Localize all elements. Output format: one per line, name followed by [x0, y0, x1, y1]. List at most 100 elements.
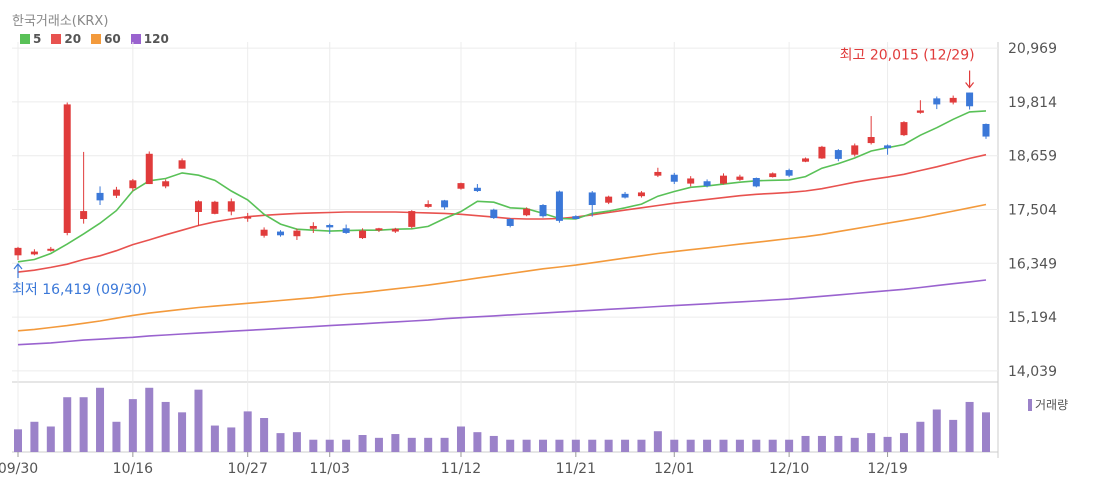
- volume-bar: [703, 439, 712, 452]
- volume-bar: [260, 418, 269, 452]
- volume-bar: [949, 419, 958, 452]
- volume-bar: [621, 439, 630, 452]
- candle-body: [736, 176, 744, 180]
- legend-item-ma60: 60: [91, 32, 121, 46]
- candle-body: [834, 150, 842, 159]
- x-tick-label: 12/10: [769, 461, 809, 477]
- candle-body: [933, 98, 941, 105]
- candle-body: [555, 191, 563, 221]
- volume-bar: [194, 389, 203, 452]
- candle-body: [637, 192, 645, 197]
- y-tick-label: 16,349: [1008, 256, 1057, 272]
- candle-body: [457, 183, 465, 189]
- candle-body: [654, 171, 662, 176]
- candle-body: [96, 192, 104, 201]
- volume-bar: [79, 397, 88, 452]
- candle-body: [408, 211, 416, 227]
- candle-body: [949, 97, 957, 103]
- volume-bar: [374, 437, 383, 452]
- candle-body: [14, 247, 22, 256]
- volume-bar: [588, 439, 597, 452]
- candle-body: [966, 92, 974, 107]
- volume-legend-swatch: [1028, 398, 1032, 411]
- candle-body: [424, 204, 432, 207]
- volume-bar: [965, 401, 974, 452]
- y-tick-label: 14,039: [1008, 364, 1057, 380]
- volume-bar: [243, 411, 252, 452]
- candle-body: [851, 145, 859, 155]
- volume-bar: [539, 439, 548, 452]
- y-tick-label: 20,969: [1008, 41, 1057, 57]
- x-tick-label: 10/27: [228, 461, 268, 477]
- ma60-line: [17, 203, 987, 332]
- candle-body: [309, 225, 317, 229]
- candle-body: [752, 178, 760, 187]
- candle-body: [277, 231, 285, 236]
- candle-body: [539, 205, 547, 217]
- volume-bar: [768, 439, 777, 452]
- high-arrow-head: [965, 82, 975, 89]
- candle-body: [441, 200, 449, 208]
- volume-bar: [210, 425, 219, 452]
- candle-body: [867, 137, 875, 144]
- volume-bar: [440, 437, 449, 452]
- volume-bar: [834, 435, 843, 452]
- volume-bar: [637, 439, 646, 452]
- candle-body: [162, 181, 170, 187]
- candle-body: [982, 123, 990, 137]
- candle-body: [523, 208, 531, 216]
- ma-legend: 5 20 60 120: [20, 32, 169, 46]
- volume-bar: [391, 434, 400, 452]
- candle-body: [145, 153, 153, 185]
- volume-bar: [817, 435, 826, 452]
- volume-bar: [571, 439, 580, 452]
- volume-bar: [309, 439, 318, 452]
- x-tick-label: 11/12: [441, 461, 481, 477]
- low-arrow-head: [13, 263, 23, 270]
- volume-bar: [30, 421, 39, 452]
- ma20-line: [17, 153, 987, 273]
- y-tick-label: 18,659: [1008, 149, 1057, 165]
- candle-body: [670, 174, 678, 182]
- volume-bar: [145, 387, 154, 452]
- volume-bar: [555, 439, 564, 452]
- candle-body: [80, 211, 88, 219]
- volume-bar: [407, 437, 416, 452]
- legend-swatch-ma20: [51, 34, 62, 44]
- x-tick-label: 10/16: [113, 461, 153, 477]
- candle-body: [391, 228, 399, 232]
- candle-body: [490, 209, 498, 219]
- candle-body: [621, 193, 629, 198]
- volume-legend-label: 거래량: [1035, 398, 1069, 412]
- candle-body: [687, 178, 695, 184]
- candle-body: [572, 216, 580, 219]
- x-tick-label: 11/03: [310, 461, 350, 477]
- volume-bar: [867, 433, 876, 452]
- volume-bar: [522, 439, 531, 452]
- x-tick-label: 12/19: [867, 461, 907, 477]
- ma5-line: [17, 110, 987, 263]
- volume-bar: [276, 433, 285, 452]
- candle-body: [63, 104, 71, 233]
- candle-body: [194, 201, 202, 212]
- volume-bar: [653, 431, 662, 452]
- volume-bar: [63, 397, 72, 452]
- candle-body: [785, 170, 793, 176]
- candle-body: [506, 218, 514, 226]
- legend-label-ma20: 20: [64, 32, 82, 46]
- candle-body: [916, 110, 924, 113]
- candle-body: [703, 181, 711, 186]
- volume-bar: [46, 426, 55, 452]
- legend-swatch-ma5: [20, 34, 30, 44]
- high-annotation: 최고 20,015 (12/29): [840, 48, 975, 64]
- volume-bar: [932, 409, 941, 452]
- candle-body: [47, 248, 55, 251]
- volume-bar: [506, 439, 515, 452]
- volume-bar: [735, 439, 744, 452]
- volume-bar: [358, 435, 367, 452]
- volume-bar: [982, 412, 990, 452]
- y-tick-label: 19,814: [1008, 95, 1057, 111]
- volume-bar: [752, 439, 761, 452]
- volume-bar: [850, 437, 859, 452]
